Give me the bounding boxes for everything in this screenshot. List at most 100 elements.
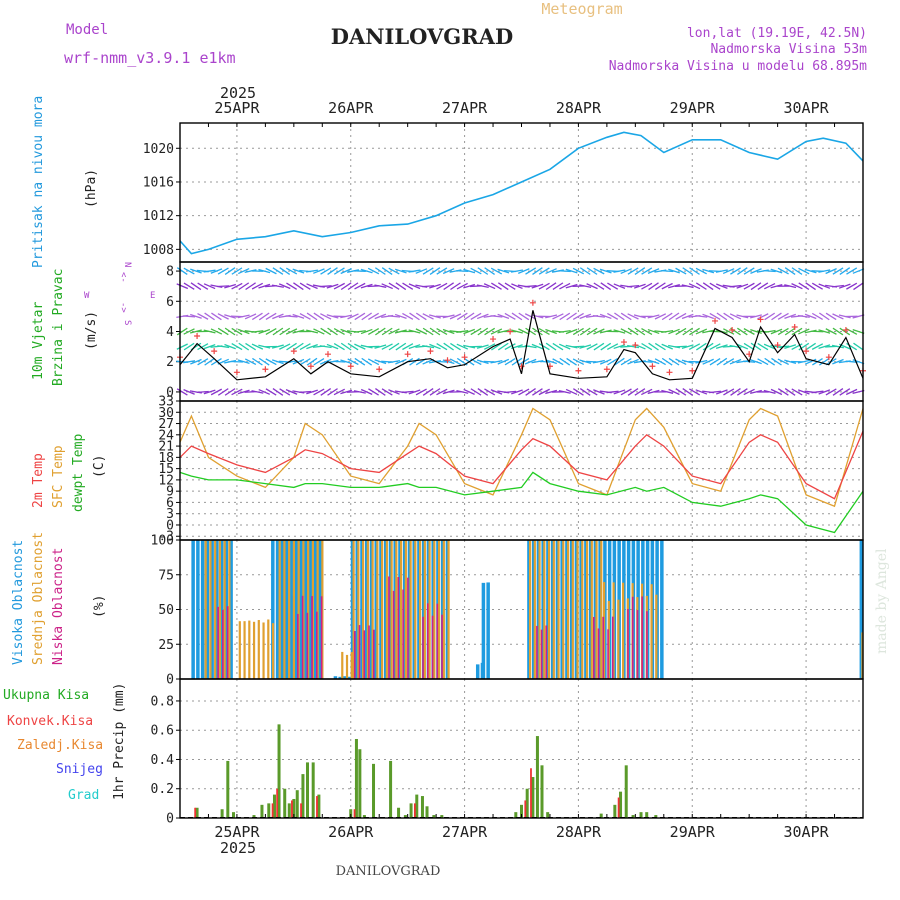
cloud-bar: [316, 611, 318, 679]
wind-arrow: [265, 358, 277, 366]
wind-arrow: [360, 283, 373, 289]
year-bottom: 2025: [220, 839, 256, 857]
wind-arrow: [811, 390, 824, 394]
cloud-bar: [433, 540, 436, 679]
precip-convective-bar: [316, 796, 318, 818]
wind-arrow: [750, 342, 762, 351]
wind-arrow: [217, 327, 229, 336]
wind-arrow: [230, 360, 243, 363]
wind-arrow: [231, 343, 243, 351]
wind-arrow: [764, 357, 775, 366]
cloud-bar: [593, 616, 595, 679]
cloud-bar: [547, 540, 551, 679]
wind-arrow: [306, 269, 319, 273]
wind-arrow: [224, 327, 236, 336]
wind-arrow: [211, 312, 222, 321]
cloud-bar: [294, 540, 299, 679]
wind-arrow: [306, 357, 318, 366]
wind-arrow: [409, 357, 420, 366]
y-tick-label: 24: [158, 428, 174, 443]
wind-arrow: [387, 315, 401, 318]
wind-arrow: [231, 267, 243, 275]
wind-gust-marker: [689, 367, 696, 374]
x-tick-label-top: 26APR: [328, 99, 374, 117]
wind-gust-marker: [233, 369, 240, 376]
wind-arrow: [244, 358, 257, 366]
wind-arrow: [402, 312, 414, 320]
wind-arrow: [381, 327, 393, 336]
wind-arrow: [245, 282, 256, 291]
cloud-bar: [421, 540, 426, 679]
wind-arrow: [750, 268, 762, 274]
wind-arrow: [545, 328, 557, 335]
wind-arrow: [388, 389, 400, 395]
wind-arrow: [586, 388, 598, 396]
wind-arrow: [770, 388, 783, 396]
wind-arrow: [204, 312, 215, 321]
wind-arrow: [709, 357, 721, 366]
wind-arrow: [196, 390, 209, 393]
model-elevation-label: Nadmorska Visina u modelu 68.895m: [609, 59, 867, 74]
compass-south: S: [122, 320, 132, 325]
precip-total-bar: [514, 812, 518, 818]
wind-arrow: [770, 268, 783, 274]
cloud-bar: [631, 596, 634, 679]
y-tick-label: 15: [158, 462, 174, 477]
wind-arrow: [818, 283, 831, 289]
wind-arrow: [231, 388, 243, 396]
wind-arrow: [388, 342, 400, 351]
cloud-bar: [588, 540, 593, 679]
wind-gust-marker: [649, 363, 656, 370]
wind-arrow: [408, 389, 421, 395]
cloud-bar: [475, 664, 480, 679]
wind-arrow: [450, 282, 461, 291]
wind-arrow: [327, 388, 338, 396]
wind-arrow: [285, 328, 298, 335]
wind-gust-marker: [427, 348, 434, 355]
wind-arrow: [599, 313, 612, 320]
precip-total-bar: [409, 803, 413, 818]
wind-arrow: [641, 282, 653, 290]
wind-arrow: [251, 343, 264, 350]
wind-gust-marker: [757, 316, 764, 323]
y-tick-label: 25: [158, 638, 174, 653]
wind-arrow: [361, 312, 373, 321]
wind-arrow: [593, 267, 605, 275]
precip-convective-bar: [271, 803, 274, 818]
wind-arrow: [832, 358, 844, 365]
x-tick-label-top: 29APR: [670, 99, 716, 117]
cloud-bar: [527, 540, 531, 679]
wind-arrow: [217, 285, 230, 288]
wind-arrow: [429, 388, 441, 396]
wind-arrow: [730, 267, 741, 275]
wind-arrow: [360, 344, 373, 349]
cloud-bar: [385, 540, 388, 679]
wind-arrow: [599, 268, 612, 274]
wind-arrow: [442, 389, 455, 395]
precip-total-bar: [349, 809, 353, 818]
wind-arrow: [504, 343, 516, 351]
wind-arrow: [770, 328, 783, 335]
wind-gust-marker: [632, 342, 639, 349]
wind-arrow: [449, 313, 462, 320]
wind-arrow: [764, 312, 776, 321]
wind-arrow: [743, 267, 755, 275]
wind-arrow: [477, 267, 489, 275]
wind-arrow: [572, 327, 584, 336]
wind-arrow: [265, 388, 277, 396]
wind-arrow: [394, 268, 407, 274]
wind-arrow: [197, 343, 209, 351]
cloud-bar: [243, 621, 246, 679]
wind-arrow: [299, 358, 311, 366]
wind-arrow: [668, 328, 680, 335]
cloud-bar: [345, 654, 349, 679]
cloud-bar: [229, 540, 233, 679]
precip-total-bar: [354, 738, 358, 818]
wind-arrow: [757, 342, 769, 351]
wind-arrow: [695, 314, 708, 318]
wind-arrow: [238, 282, 250, 291]
wind-arrow: [668, 388, 680, 396]
wind-arrow: [286, 342, 297, 351]
wind-arrow: [770, 284, 783, 289]
precip-total-bar: [613, 804, 617, 818]
